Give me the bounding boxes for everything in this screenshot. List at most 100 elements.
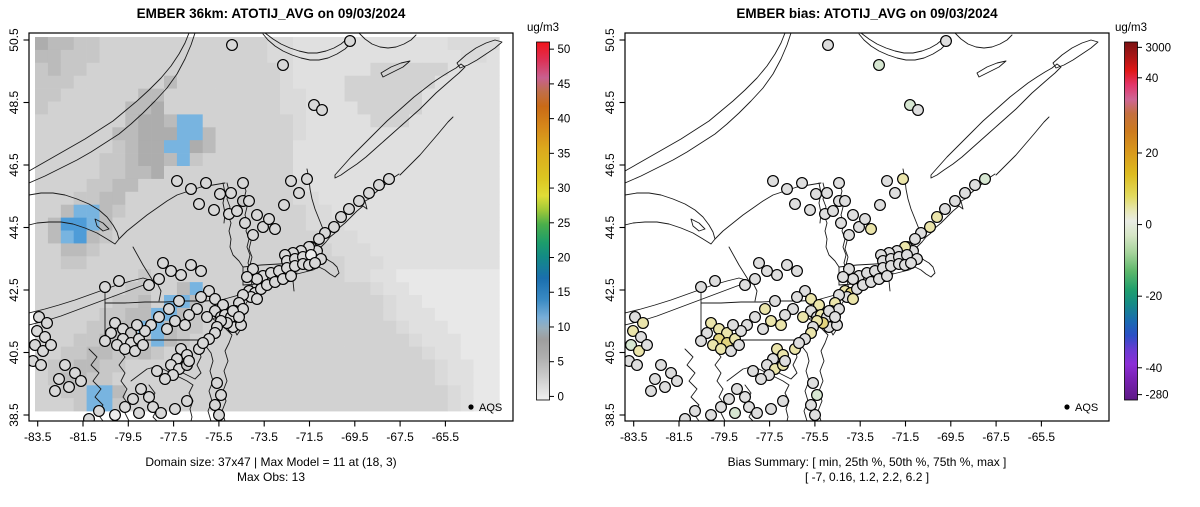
raster-cell [357,88,371,102]
raster-cell [357,230,371,244]
raster-cell [189,166,203,180]
raster-cell [344,282,358,296]
aqs-station-marker [725,345,737,357]
raster-cell [396,127,410,141]
aqs-station-marker [865,223,877,235]
raster-cell [60,75,74,89]
y-axis-tick-label: 44.5 [7,215,21,239]
raster-cell [344,359,358,373]
raster-cell [176,49,191,64]
raster-cell [344,230,358,244]
aqs-station-marker [53,373,65,385]
raster-cell [254,320,268,334]
raster-cell [422,88,436,102]
raster-cell [254,372,268,386]
model-caption-domain: Domain size: 37x47 | Max Model = 11 at (… [145,455,396,469]
raster-cell [215,127,229,141]
raster-cell [460,372,474,386]
model-caption-maxobs: Max Obs: 13 [237,470,305,484]
raster-cell [241,333,255,347]
aqs-station-marker [796,177,808,189]
aqs-station-marker [201,311,213,323]
raster-cell [486,282,500,296]
raster-cell [422,166,436,180]
raster-cell [383,75,397,89]
raster-cell [228,243,242,257]
raster-cell [331,295,345,309]
raster-cell [164,243,178,257]
raster-cell [112,256,126,270]
raster-cell [434,204,449,218]
raster-cell [447,320,461,334]
raster-cell [447,88,461,102]
raster-cell [460,385,474,399]
raster-cell [86,307,100,322]
aqs-station-marker [209,293,221,305]
raster-cell [280,127,294,141]
raster-cell [151,101,165,115]
raster-cell [189,49,203,64]
aqs-station-marker [93,405,105,417]
raster-cell [125,243,139,257]
x-axis-tick-label: -75.5 [801,430,829,444]
aqs-station-marker [200,177,212,189]
raster-cell [86,385,100,399]
raster-cell [125,256,139,270]
aqs-station-marker [197,337,209,349]
aqs-station-marker [779,355,791,367]
raster-cell [370,269,384,283]
raster-cell [280,153,294,167]
aqs-station-marker [133,407,145,419]
raster-cell [357,333,371,347]
raster-cell [318,269,332,283]
raster-cell [280,307,294,322]
raster-cell [35,372,49,386]
raster-cell [305,320,320,334]
raster-cell [99,359,113,373]
aqs-legend-dot [468,404,474,410]
raster-cell [189,88,203,102]
aqs-station-marker [231,205,243,217]
raster-cell [189,243,203,257]
raster-cell [396,282,410,296]
raster-cell [447,166,461,180]
raster-cell [344,307,358,322]
raster-cell [151,75,165,89]
raster-cell [99,101,113,115]
raster-cell [293,385,307,399]
raster-cell [151,88,165,102]
raster-cell [293,282,307,296]
raster-cell [473,333,487,347]
raster-cell [396,140,410,154]
aqs-station-marker [213,409,225,421]
raster-cell [47,243,62,257]
raster-cell [280,295,294,309]
raster-cell [215,62,229,76]
raster-cell [344,178,358,193]
raster-cell [138,217,152,231]
map-boundary-path [29,33,190,172]
aqs-station-marker [343,203,355,215]
raster-cell [35,101,49,115]
colorbar-bar [536,41,550,401]
raster-cell [396,204,410,218]
raster-cell [486,269,500,283]
raster-cell [370,88,384,102]
raster-cell [86,75,100,89]
raster-cell [60,217,74,231]
raster-cell [383,333,397,347]
raster-cell [60,320,74,334]
raster-cell [370,101,384,115]
raster-cell [422,385,436,399]
aqs-station-marker [169,403,181,415]
raster-cell [422,204,436,218]
y-axis-tick-label: 40.5 [603,340,617,364]
raster-cell [241,114,255,128]
raster-cell [422,372,436,386]
raster-cell [357,359,371,373]
raster-cell [138,62,152,76]
raster-cell [422,307,436,322]
raster-cell [60,230,74,244]
raster-cell [176,153,191,167]
raster-cell [138,307,152,322]
